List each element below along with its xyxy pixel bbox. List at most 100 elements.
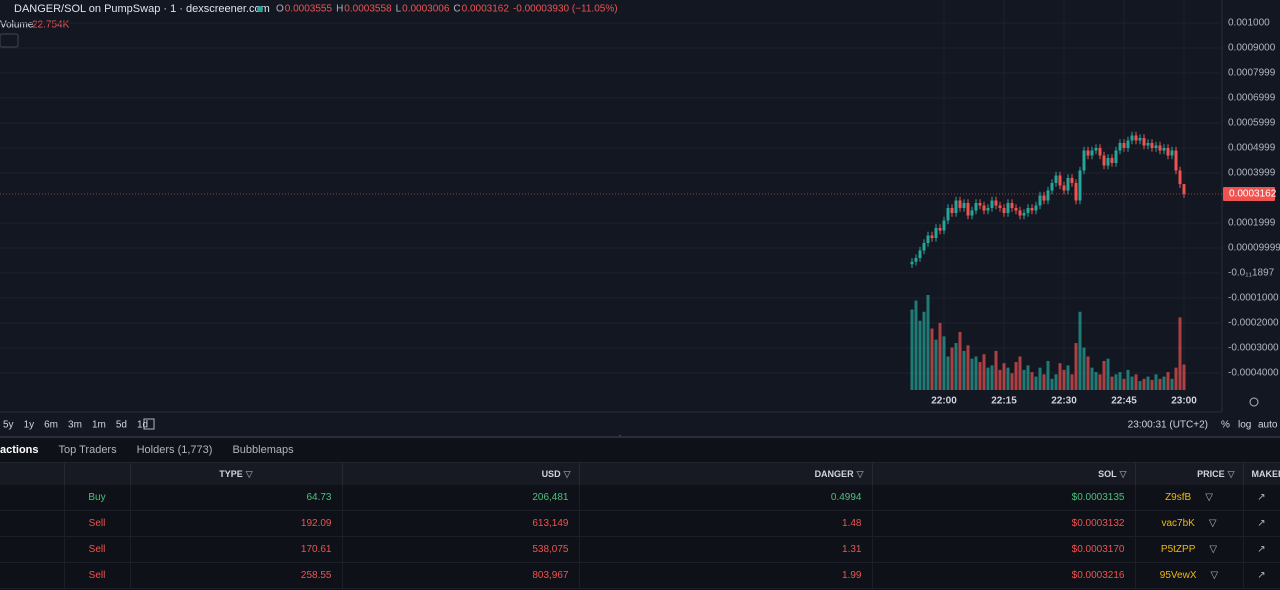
settings-icon[interactable] bbox=[1249, 397, 1259, 407]
header-cell bbox=[64, 463, 131, 485]
auto-toggle[interactable]: auto bbox=[1258, 420, 1278, 431]
candle-body bbox=[1026, 208, 1030, 213]
percent-toggle[interactable]: % bbox=[1221, 420, 1230, 431]
log-toggle[interactable]: log bbox=[1238, 420, 1251, 431]
y-tick-label: -0.0003000 bbox=[1228, 343, 1279, 354]
volume-bar bbox=[1122, 378, 1126, 390]
cell: 1.31 bbox=[579, 536, 873, 563]
volume-bar bbox=[1182, 364, 1186, 390]
cell: P5tZPP ▽ bbox=[1135, 536, 1244, 563]
cell: 803,967 bbox=[342, 562, 580, 589]
change: -0.00003930 (−11.05%) bbox=[513, 4, 618, 15]
cell-text: 613,149 bbox=[532, 518, 569, 529]
header-cell: DANGER ▽ bbox=[579, 463, 873, 485]
candle-body bbox=[1102, 155, 1106, 166]
maker[interactable]: P5tZPP bbox=[1160, 544, 1196, 555]
maker[interactable]: vac7bK bbox=[1161, 518, 1195, 529]
candle-body bbox=[1086, 150, 1090, 156]
maker[interactable]: Z9sfB bbox=[1165, 492, 1192, 503]
cell: Z9sfB ▽ bbox=[1135, 485, 1244, 511]
tab[interactable]: Bubblemaps bbox=[232, 444, 294, 456]
candle-body bbox=[1050, 183, 1054, 191]
range-button[interactable]: 6m bbox=[44, 420, 58, 431]
candle-body bbox=[1094, 148, 1098, 151]
cell bbox=[0, 562, 65, 589]
candle-body bbox=[1182, 184, 1186, 194]
range-button[interactable]: 5d bbox=[116, 420, 127, 431]
date-range-icon[interactable] bbox=[143, 418, 155, 430]
cell-text: 170.61 bbox=[300, 544, 332, 555]
range-button[interactable]: 1m bbox=[92, 420, 106, 431]
candle-body bbox=[1118, 143, 1122, 151]
candle-body bbox=[1022, 213, 1026, 216]
range-button[interactable]: 5y bbox=[3, 420, 14, 431]
txn-link[interactable]: ↗ bbox=[1257, 492, 1266, 503]
candle-body bbox=[1078, 170, 1082, 201]
volume-bar bbox=[914, 300, 918, 390]
tab[interactable]: actions bbox=[0, 444, 39, 456]
cell-text: $0.0003132 bbox=[1071, 518, 1125, 529]
ohlc-value: 0.0003555 bbox=[285, 4, 333, 15]
candle-body bbox=[1030, 208, 1034, 211]
candle-body bbox=[958, 200, 962, 208]
filter-icon[interactable]: ▽ bbox=[856, 468, 864, 479]
ohlc-key: H bbox=[336, 4, 343, 15]
filter-icon[interactable]: ▽ bbox=[1205, 492, 1213, 503]
filter-icon[interactable]: ▽ bbox=[1209, 544, 1218, 555]
txn-link[interactable]: ↗ bbox=[1257, 570, 1266, 581]
cell: Buy bbox=[64, 485, 131, 511]
volume-bar bbox=[1102, 360, 1106, 390]
live-dot bbox=[257, 6, 263, 12]
cell: 258.55 bbox=[130, 562, 343, 589]
filter-icon[interactable]: ▽ bbox=[563, 468, 571, 479]
filter-icon[interactable]: ▽ bbox=[1208, 518, 1217, 529]
txn-link[interactable]: ↗ bbox=[1257, 518, 1266, 529]
volume-bar bbox=[954, 343, 958, 390]
header-cell: MAKER▽ bbox=[1243, 463, 1280, 485]
header-cell: SOL ▽ bbox=[872, 463, 1136, 485]
filter-icon[interactable]: ▽ bbox=[1210, 570, 1219, 581]
header-row: TYPE▽USD▽DANGER▽SOL▽PRICE▽MAKER▽TXN bbox=[0, 463, 1280, 485]
maker[interactable]: 95VewX bbox=[1159, 570, 1197, 581]
volume-bar bbox=[982, 354, 986, 390]
volume-bar bbox=[974, 356, 978, 390]
filter-icon[interactable]: ▽ bbox=[1227, 468, 1235, 479]
txn-link[interactable]: ↗ bbox=[1257, 544, 1266, 555]
cell-text: 1.31 bbox=[842, 544, 862, 555]
candle-body bbox=[974, 203, 978, 211]
table-body: Buy 64.73 206,481 0.4994 $0.0003135 Z9sfB ▽ ↗ Se… bbox=[0, 485, 1280, 589]
volume-bar bbox=[1134, 374, 1138, 390]
y-tick-label: 0.0007999 bbox=[1228, 68, 1276, 79]
tab[interactable]: Holders (1,773) bbox=[136, 444, 213, 456]
volume-bar bbox=[938, 322, 942, 390]
x-tick-label: 23:00 bbox=[1171, 396, 1197, 407]
volume-bar bbox=[1074, 343, 1078, 390]
range-button[interactable]: 3m bbox=[68, 420, 82, 431]
candle-body bbox=[998, 205, 1002, 208]
ohlc-value: 0.0003006 bbox=[402, 4, 450, 15]
cell: 192.09 bbox=[130, 510, 343, 537]
cell: 95VewX ▽ bbox=[1135, 562, 1244, 589]
resize-handle[interactable]: ↕ bbox=[618, 433, 623, 436]
table-row: Sell 192.09 613,149 1.48 $0.0003132 vac7bK ▽ ↗ bbox=[0, 510, 1280, 537]
filter-icon[interactable]: ▽ bbox=[245, 468, 253, 479]
tab[interactable]: Top Traders bbox=[58, 444, 117, 456]
range-button[interactable]: 1d bbox=[137, 420, 148, 431]
volume-bar bbox=[1018, 356, 1022, 390]
cell bbox=[0, 485, 65, 511]
y-tick-label: 0.0009000 bbox=[1228, 43, 1276, 54]
filter-icon[interactable]: ▽ bbox=[1119, 468, 1127, 479]
candle-body bbox=[1034, 205, 1038, 211]
cell-text: $0.0003135 bbox=[1071, 492, 1125, 503]
volume-bar bbox=[986, 367, 990, 390]
cell bbox=[0, 536, 65, 563]
price-tag bbox=[1223, 186, 1275, 201]
cell-text: $0.0003170 bbox=[1071, 544, 1125, 555]
candle-body bbox=[1142, 138, 1146, 146]
candle-body bbox=[1010, 203, 1014, 208]
range-button[interactable]: 1y bbox=[24, 420, 35, 431]
candle-body bbox=[986, 208, 990, 211]
collapse-button[interactable] bbox=[0, 33, 19, 48]
volume-bar bbox=[958, 331, 962, 390]
volume-bar bbox=[1146, 376, 1150, 390]
